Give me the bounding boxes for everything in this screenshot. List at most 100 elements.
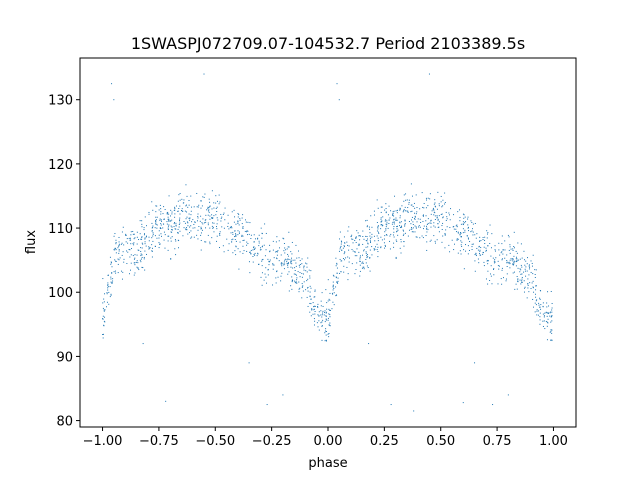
data-point <box>266 282 268 284</box>
data-point <box>329 325 331 327</box>
data-point <box>434 226 436 228</box>
data-point <box>221 216 223 218</box>
data-point <box>232 238 234 240</box>
data-point <box>181 210 183 212</box>
data-point <box>321 321 323 323</box>
data-point <box>442 216 444 218</box>
data-point <box>175 222 177 224</box>
data-point <box>426 249 428 251</box>
data-point <box>175 228 177 230</box>
data-point <box>178 247 180 249</box>
data-point <box>509 252 511 254</box>
data-point <box>309 302 311 304</box>
data-point <box>411 195 413 197</box>
data-point <box>208 198 210 200</box>
data-point <box>358 251 360 253</box>
data-point <box>294 282 296 284</box>
data-point <box>134 237 136 239</box>
data-point <box>523 259 525 261</box>
data-point <box>283 268 285 270</box>
data-point <box>290 259 292 261</box>
data-point <box>506 266 508 267</box>
data-point <box>151 237 153 239</box>
data-point <box>114 270 116 272</box>
data-point <box>327 317 329 319</box>
data-point <box>456 238 458 240</box>
data-point <box>102 307 104 309</box>
data-point <box>535 296 537 298</box>
data-point <box>200 207 202 209</box>
data-point <box>309 295 311 297</box>
data-point <box>267 258 269 260</box>
data-point <box>546 302 548 304</box>
data-point <box>337 282 339 284</box>
y-tick-label: 130 <box>48 94 73 109</box>
data-point <box>490 273 492 275</box>
data-point <box>362 262 364 264</box>
data-point <box>510 248 512 250</box>
data-point <box>113 271 115 273</box>
data-point <box>132 233 134 235</box>
data-point <box>301 283 303 285</box>
data-point <box>103 310 105 312</box>
data-point <box>487 232 489 234</box>
data-point <box>148 248 150 250</box>
data-point <box>158 230 160 232</box>
data-point <box>426 231 428 233</box>
data-point <box>267 268 269 270</box>
data-point <box>159 243 161 245</box>
data-point <box>399 207 401 209</box>
data-point <box>547 322 549 324</box>
data-point <box>126 250 128 252</box>
data-point <box>388 205 390 207</box>
data-point <box>471 243 473 245</box>
data-point <box>237 216 239 218</box>
data-point <box>422 215 424 217</box>
data-point <box>299 276 301 278</box>
data-point <box>368 226 370 228</box>
data-point <box>254 247 256 249</box>
data-point <box>132 255 134 257</box>
data-point <box>389 235 391 237</box>
data-point <box>380 224 382 226</box>
data-point <box>115 272 117 274</box>
data-point <box>358 243 360 245</box>
data-point <box>528 291 530 293</box>
data-point <box>295 281 297 283</box>
data-point <box>242 235 244 237</box>
data-point <box>204 241 206 243</box>
data-point <box>145 225 147 227</box>
data-point <box>393 231 395 233</box>
data-point <box>119 257 121 259</box>
data-point <box>325 289 327 291</box>
data-point <box>247 221 249 223</box>
data-point <box>348 261 350 263</box>
data-point <box>269 261 271 263</box>
data-point <box>328 313 330 315</box>
data-point <box>395 219 397 221</box>
data-point <box>310 287 312 289</box>
data-point <box>370 215 372 217</box>
data-point <box>205 221 207 223</box>
data-point <box>547 312 549 314</box>
data-point <box>207 214 209 216</box>
data-point <box>436 239 438 241</box>
data-point <box>365 251 367 253</box>
data-point <box>307 278 309 280</box>
data-point <box>125 233 127 235</box>
data-point <box>107 287 109 289</box>
data-point <box>412 227 414 229</box>
data-point <box>140 261 142 263</box>
data-point <box>235 234 237 236</box>
data-point <box>410 204 412 206</box>
data-point <box>468 249 470 251</box>
data-point <box>442 222 444 224</box>
data-point <box>295 262 297 264</box>
data-point <box>396 228 398 230</box>
data-point <box>486 233 488 235</box>
data-point <box>509 259 511 261</box>
data-point <box>179 205 181 207</box>
data-point <box>183 199 185 201</box>
data-point <box>168 235 170 237</box>
data-point <box>385 229 387 231</box>
